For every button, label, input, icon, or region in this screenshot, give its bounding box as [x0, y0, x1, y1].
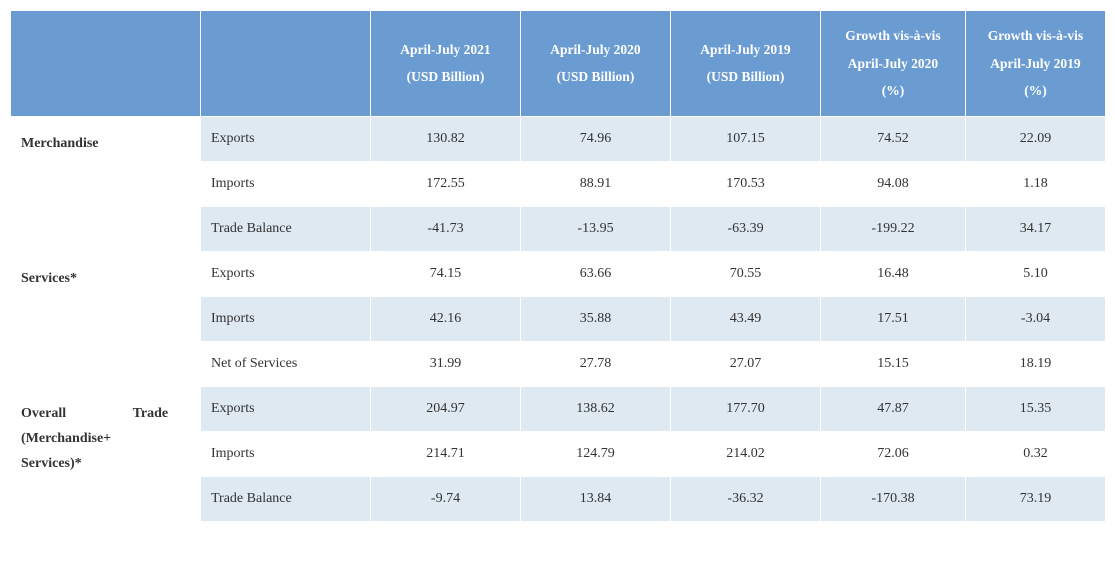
header-2021-line1: April-July 2021 — [400, 42, 490, 57]
header-2019-line1: April-July 2019 — [700, 42, 790, 57]
value-2020: 124.79 — [521, 431, 671, 476]
header-growth-2019: Growth vis-à-vis April-July 2019 (%) — [966, 11, 1106, 117]
value-2020: 13.84 — [521, 476, 671, 521]
value-2021: 214.71 — [371, 431, 521, 476]
growth-2020: -170.38 — [821, 476, 966, 521]
row-label: Exports — [201, 386, 371, 431]
growth-2019: 22.09 — [966, 116, 1106, 161]
value-2020: 27.78 — [521, 341, 671, 386]
value-2019: 214.02 — [671, 431, 821, 476]
header-2020: April-July 2020 (USD Billion) — [521, 11, 671, 117]
row-label: Imports — [201, 431, 371, 476]
growth-2020: 94.08 — [821, 161, 966, 206]
header-blank-1 — [11, 11, 201, 117]
header-growth-2019-line3: (%) — [974, 80, 1097, 102]
value-2020: 74.96 — [521, 116, 671, 161]
value-2019: 70.55 — [671, 251, 821, 296]
table-row: Overall Trade(Merchandise+Services)*Expo… — [11, 386, 1106, 431]
growth-2019: 0.32 — [966, 431, 1106, 476]
value-2019: 177.70 — [671, 386, 821, 431]
row-label: Net of Services — [201, 341, 371, 386]
value-2019: 43.49 — [671, 296, 821, 341]
value-2021: 74.15 — [371, 251, 521, 296]
value-2019: -36.32 — [671, 476, 821, 521]
header-2020-line2: (USD Billion) — [529, 66, 662, 88]
category-cell: Overall Trade(Merchandise+Services)* — [11, 386, 201, 521]
table-header: April-July 2021 (USD Billion) April-July… — [11, 11, 1106, 117]
value-2019: 27.07 — [671, 341, 821, 386]
header-growth-2020: Growth vis-à-vis April-July 2020 (%) — [821, 11, 966, 117]
value-2021: -9.74 — [371, 476, 521, 521]
header-growth-2020-line1: Growth vis-à-vis — [845, 28, 940, 43]
table-row: MerchandiseExports130.8274.96107.1574.52… — [11, 116, 1106, 161]
value-2019: -63.39 — [671, 206, 821, 251]
header-growth-2020-line2: April-July 2020 — [829, 53, 957, 75]
table-row: Services*Exports74.1563.6670.5516.485.10 — [11, 251, 1106, 296]
growth-2020: 16.48 — [821, 251, 966, 296]
growth-2019: -3.04 — [966, 296, 1106, 341]
header-growth-2019-line1: Growth vis-à-vis — [988, 28, 1083, 43]
value-2019: 170.53 — [671, 161, 821, 206]
value-2021: 172.55 — [371, 161, 521, 206]
header-2019-line2: (USD Billion) — [679, 66, 812, 88]
value-2021: 42.16 — [371, 296, 521, 341]
row-label: Trade Balance — [201, 476, 371, 521]
value-2019: 107.15 — [671, 116, 821, 161]
category-line: Overall Trade — [21, 401, 190, 426]
value-2021: 31.99 — [371, 341, 521, 386]
growth-2019: 5.10 — [966, 251, 1106, 296]
category-cell: Merchandise — [11, 116, 201, 251]
row-label: Exports — [201, 116, 371, 161]
growth-2020: 15.15 — [821, 341, 966, 386]
row-label: Exports — [201, 251, 371, 296]
trade-table: April-July 2021 (USD Billion) April-July… — [10, 10, 1106, 522]
category-cell: Services* — [11, 251, 201, 386]
header-2021: April-July 2021 (USD Billion) — [371, 11, 521, 117]
row-label: Imports — [201, 161, 371, 206]
growth-2019: 1.18 — [966, 161, 1106, 206]
value-2020: 63.66 — [521, 251, 671, 296]
value-2021: 204.97 — [371, 386, 521, 431]
header-2020-line1: April-July 2020 — [550, 42, 640, 57]
growth-2019: 18.19 — [966, 341, 1106, 386]
value-2021: 130.82 — [371, 116, 521, 161]
category-line: (Merchandise+ — [21, 426, 190, 451]
growth-2020: 72.06 — [821, 431, 966, 476]
value-2020: 35.88 — [521, 296, 671, 341]
header-growth-2019-line2: April-July 2019 — [974, 53, 1097, 75]
category-line: Services)* — [21, 451, 190, 476]
growth-2020: 17.51 — [821, 296, 966, 341]
growth-2019: 73.19 — [966, 476, 1106, 521]
value-2020: 138.62 — [521, 386, 671, 431]
row-label: Trade Balance — [201, 206, 371, 251]
table-body: MerchandiseExports130.8274.96107.1574.52… — [11, 116, 1106, 521]
growth-2020: -199.22 — [821, 206, 966, 251]
value-2020: -13.95 — [521, 206, 671, 251]
growth-2019: 15.35 — [966, 386, 1106, 431]
header-growth-2020-line3: (%) — [829, 80, 957, 102]
value-2021: -41.73 — [371, 206, 521, 251]
growth-2019: 34.17 — [966, 206, 1106, 251]
row-label: Imports — [201, 296, 371, 341]
growth-2020: 74.52 — [821, 116, 966, 161]
header-2019: April-July 2019 (USD Billion) — [671, 11, 821, 117]
value-2020: 88.91 — [521, 161, 671, 206]
header-blank-2 — [201, 11, 371, 117]
header-2021-line2: (USD Billion) — [379, 66, 512, 88]
growth-2020: 47.87 — [821, 386, 966, 431]
